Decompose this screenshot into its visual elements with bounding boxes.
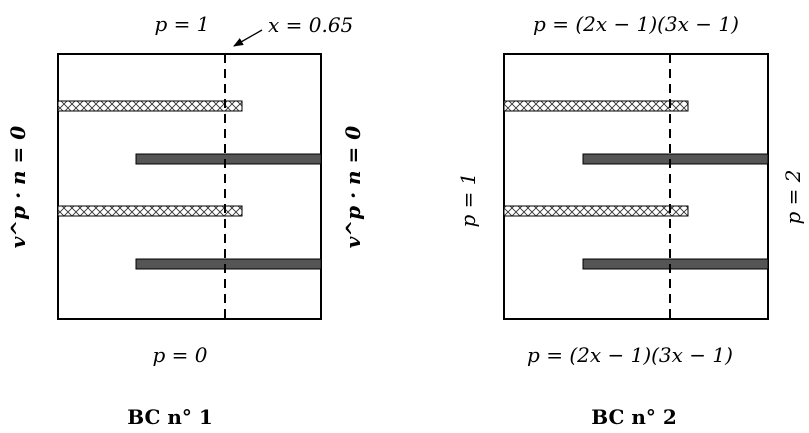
panel-bc2-solid-fracture-lower — [582, 258, 769, 270]
panel-bc2-bottom-label: p = (2x − 1)(3x − 1) — [527, 343, 733, 367]
panel-bc2-solid-fracture-upper — [582, 153, 769, 165]
panel-bc1-top-label: p = 1 — [155, 12, 210, 36]
panel-bc1-right-label: v^p · n = 0 — [341, 126, 365, 248]
panel-bc1-bottom-label: p = 0 — [153, 343, 208, 367]
panel-bc1-hatched-fracture-upper — [57, 100, 243, 112]
panel-bc1-solid-fracture-upper — [135, 153, 322, 165]
panel-bc1-hatched-fracture-lower — [57, 205, 243, 217]
panel-bc2-hatched-fracture-lower — [503, 205, 689, 217]
panel-bc1-left-label: v^p · n = 0 — [6, 126, 30, 248]
panel-bc1-annotation-arrow — [233, 29, 263, 47]
panel-bc2-left-label: p = 1 — [456, 173, 480, 228]
panel-bc2-right-label: p = 2 — [781, 170, 805, 225]
panel-bc2-domain-box — [503, 53, 769, 320]
panel-bc1: x = 0.65 p = 1 p = 0 v^p · n = 0 v^p · n… — [6, 12, 365, 429]
panel-bc2-hatched-fracture-upper — [503, 100, 689, 112]
panel-bc2-top-label: p = (2x − 1)(3x − 1) — [533, 12, 739, 36]
panel-bc2: p = (2x − 1)(3x − 1) p = (2x − 1)(3x − 1… — [456, 12, 805, 429]
panel-bc2-caption: BC n° 2 — [591, 405, 677, 429]
panel-bc1-solid-fracture-lower — [135, 258, 322, 270]
panel-bc1-caption: BC n° 1 — [127, 405, 213, 429]
panel-bc1-annotation: x = 0.65 — [268, 13, 353, 37]
panel-bc1-domain-box — [57, 53, 322, 320]
